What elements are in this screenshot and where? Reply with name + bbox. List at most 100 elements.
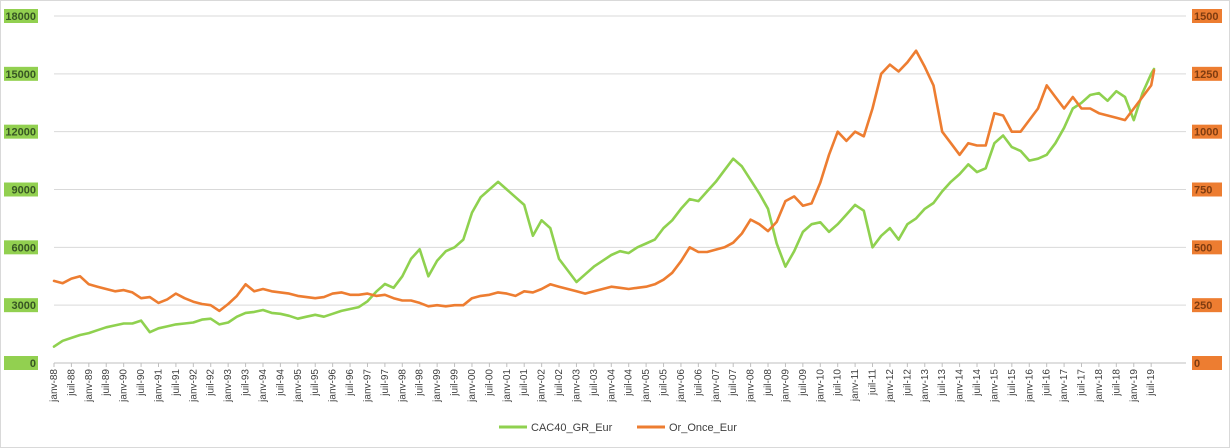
- x-tick-label: janv-90: [119, 369, 130, 403]
- x-tick-label: janv-93: [223, 369, 234, 403]
- x-tick-label: janv-14: [955, 369, 966, 403]
- y-left-tick-bg: [4, 66, 38, 81]
- x-tick-label: janv-15: [989, 369, 1000, 403]
- x-tick-label: juil-01: [519, 369, 530, 397]
- x-tick-label: janv-13: [920, 369, 931, 403]
- x-tick-label: juil-96: [345, 369, 356, 397]
- x-tick-label: juil-02: [554, 369, 565, 397]
- y-left-tick-label: 12000: [5, 127, 36, 139]
- y-left-tick-label: 0: [30, 358, 36, 370]
- x-tick-label: janv-00: [467, 369, 478, 403]
- y-left-tick-label: 9000: [12, 185, 36, 197]
- x-tick-label: juil-89: [101, 369, 112, 397]
- x-tick-label: janv-91: [153, 369, 164, 403]
- x-tick-label: janv-12: [885, 369, 896, 403]
- x-tick-label: juil-98: [415, 369, 426, 397]
- x-tick-label: juil-07: [728, 369, 739, 397]
- series-line-or: [52, 49, 1156, 313]
- x-tick-label: juil-17: [1077, 369, 1088, 397]
- y-right-tick-bg: [1192, 124, 1222, 139]
- x-tick-label: janv-97: [362, 369, 373, 403]
- x-tick-label: janv-19: [1129, 369, 1140, 403]
- y-left-tick-bg: [4, 182, 38, 197]
- y-left-tick-label: 18000: [5, 11, 36, 23]
- x-tick-label: juil-04: [624, 369, 635, 397]
- y-right-tick-bg: [1192, 182, 1222, 197]
- y-right-tick-label: 1250: [1194, 69, 1218, 81]
- x-tick-label: juil-93: [241, 369, 252, 397]
- y-left-tick-label: 6000: [12, 242, 36, 254]
- x-tick-label: janv-99: [432, 369, 443, 403]
- x-tick-label: juil-91: [171, 369, 182, 397]
- y-right-tick-bg: [1192, 298, 1222, 313]
- y-right-tick-label: 500: [1194, 242, 1212, 254]
- y-left-tick-bg: [4, 240, 38, 255]
- y-left-tick-bg: [4, 356, 38, 370]
- x-tick-label: juil-19: [1146, 369, 1157, 397]
- y-right-tick-bg: [1192, 240, 1222, 255]
- x-tick-label: janv-03: [571, 369, 582, 403]
- y-left-tick-bg: [4, 124, 38, 139]
- series-line-cac40: [52, 67, 1156, 348]
- legend-label-or: Or_Once_Eur: [669, 422, 737, 434]
- x-tick-label: janv-92: [188, 369, 199, 403]
- x-tick-label: juil-00: [484, 369, 495, 397]
- y-right-tick-label: 750: [1194, 185, 1212, 197]
- x-tick-label: janv-11: [850, 369, 861, 402]
- y-right-tick-label: 1000: [1194, 127, 1218, 139]
- x-tick-label: juil-90: [136, 369, 147, 397]
- x-tick-label: janv-16: [1024, 369, 1035, 403]
- x-tick-label: janv-94: [258, 369, 269, 403]
- x-tick-label: juil-16: [1042, 369, 1053, 397]
- x-tick-label: janv-88: [49, 369, 60, 403]
- x-tick-label: juil-99: [450, 369, 461, 397]
- x-tick-label: janv-01: [502, 369, 513, 403]
- legend: CAC40_GR_Eur Or_Once_Eur: [499, 422, 737, 434]
- x-tick-label: janv-09: [780, 369, 791, 403]
- x-tick-label: juil-06: [693, 369, 704, 397]
- x-tick-label: juil-03: [589, 369, 600, 397]
- y-left-tick-label: 3000: [12, 300, 36, 312]
- x-tick-label: janv-08: [746, 369, 757, 403]
- axes: 0 3000 6000 9000 12000 15000 18000 0 250 500 750 10…: [4, 9, 1222, 403]
- x-tick-label: janv-06: [676, 369, 687, 403]
- x-tick-label: juil-94: [275, 369, 286, 397]
- y-left-tick-bg: [4, 9, 38, 23]
- legend-label-cac40: CAC40_GR_Eur: [531, 422, 613, 434]
- x-tick-label: janv-89: [84, 369, 95, 403]
- x-tick-label: janv-04: [606, 369, 617, 403]
- y-right-tick-bg: [1192, 66, 1222, 81]
- y-left-tick-bg: [4, 298, 38, 313]
- y-right-tick-label: 0: [1194, 358, 1200, 370]
- x-tick-label: juil-09: [798, 369, 809, 397]
- x-tick-label: juil-18: [1111, 369, 1122, 397]
- x-tick-label: juil-11: [868, 369, 879, 396]
- x-tick-label: juil-14: [972, 369, 983, 397]
- x-tick-label: juil-10: [833, 369, 844, 397]
- x-tick-label: janv-18: [1094, 369, 1105, 403]
- x-tick-label: janv-96: [328, 369, 339, 403]
- y-right-tick-label: 250: [1194, 300, 1212, 312]
- x-tick-label: juil-05: [659, 369, 670, 397]
- x-tick-label: janv-02: [537, 369, 548, 403]
- y-right-tick-label: 1500: [1194, 11, 1218, 23]
- x-tick-label: juil-88: [66, 369, 77, 397]
- x-tick-label: janv-10: [815, 369, 826, 403]
- x-tick-label: janv-07: [711, 369, 722, 403]
- x-tick-label: juil-15: [1007, 369, 1018, 397]
- x-tick-label: janv-17: [1059, 369, 1070, 403]
- x-tick-label: juil-97: [380, 369, 391, 397]
- y-right-tick-bg: [1192, 9, 1222, 23]
- x-tick-label: janv-05: [641, 369, 652, 403]
- x-tick-label: juil-92: [206, 369, 217, 397]
- x-tick-label: juil-12: [902, 369, 913, 397]
- gridlines: [54, 15, 1186, 306]
- x-tick-label: janv-98: [397, 369, 408, 403]
- series: [52, 49, 1156, 348]
- y-right-tick-bg: [1192, 356, 1222, 370]
- x-tick-label: juil-95: [310, 369, 321, 397]
- x-tick-label: janv-95: [293, 369, 304, 403]
- x-tick-label: juil-13: [937, 369, 948, 397]
